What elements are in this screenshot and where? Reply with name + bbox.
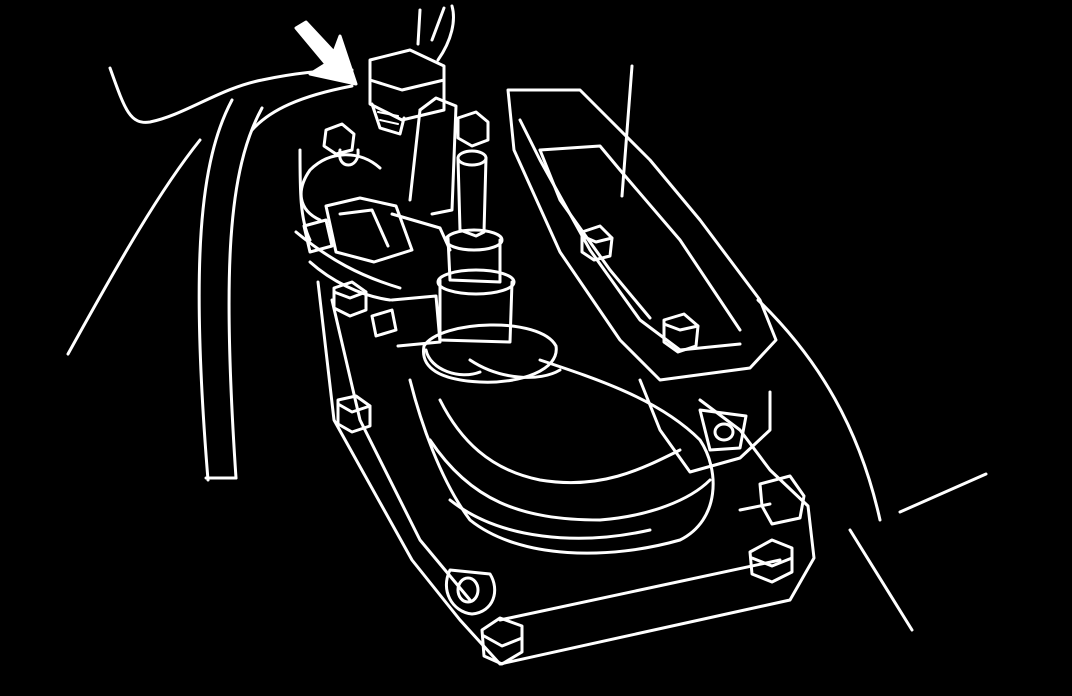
switch-plug: [370, 294, 442, 348]
wire-harness: [197, 84, 354, 482]
selector-bracket: [506, 88, 778, 382]
console-outline-right-2: [756, 298, 882, 522]
inner-frame: [294, 148, 402, 302]
body-panel-left-lower: [66, 138, 202, 356]
body-panel-left: [108, 66, 354, 124]
bracket-plate-lower: [638, 378, 772, 474]
mount-boss: [444, 568, 496, 616]
connector-stay: [408, 96, 458, 216]
shift-lever-shaft: [436, 149, 516, 344]
mounting-bolt: [336, 394, 372, 434]
mounting-bolt: [456, 110, 490, 148]
mounting-bolt: [662, 312, 700, 354]
boot-collar: [422, 323, 558, 384]
console-edge-right: [898, 472, 988, 514]
side-connector: [299, 153, 452, 264]
side-sensor: [738, 474, 806, 526]
shift-boot: [408, 348, 715, 555]
base-plate: [316, 280, 816, 666]
wire-connector: [368, 4, 455, 136]
mounting-bolt: [480, 616, 524, 666]
pointer-arrow-icon: [294, 20, 358, 86]
mounting-bolt: [748, 538, 794, 584]
console-edge-lower: [848, 528, 914, 632]
